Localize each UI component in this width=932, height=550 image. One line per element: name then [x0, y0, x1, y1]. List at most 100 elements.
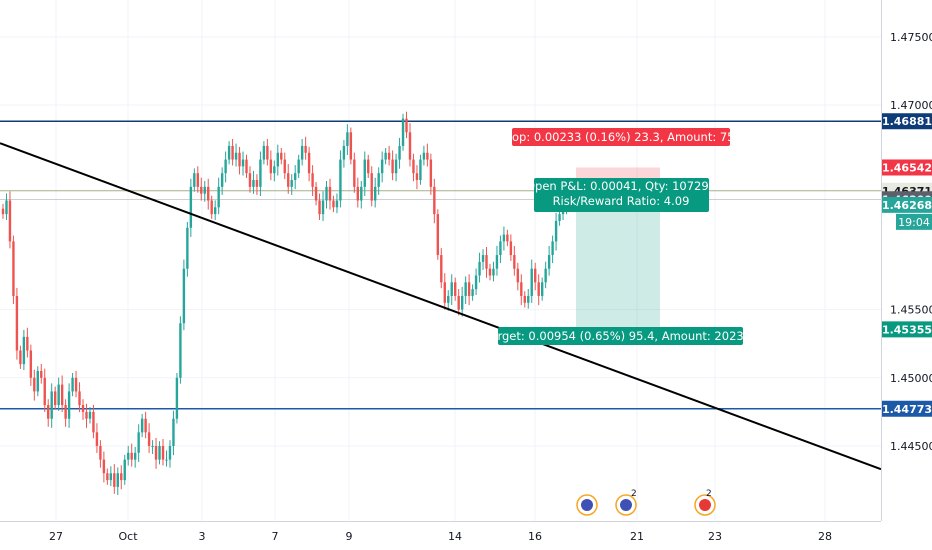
candle	[426, 143, 429, 167]
candle	[471, 284, 474, 301]
candle	[179, 316, 182, 384]
candle	[234, 143, 238, 167]
candle	[287, 164, 290, 194]
candle	[95, 423, 99, 453]
stop-price-label: 1.46542	[882, 161, 932, 174]
candle	[165, 450, 168, 467]
candle	[544, 261, 547, 289]
candle	[113, 464, 116, 494]
x-tick-label: 9	[346, 530, 353, 543]
x-tick-label: 16	[528, 530, 542, 543]
x-tick-label: 21	[630, 530, 644, 543]
x-tick-label: 28	[818, 530, 832, 543]
event-flag-icon[interactable]: 2	[694, 489, 716, 516]
event-flag-icon[interactable]: 2	[615, 489, 637, 516]
candle	[255, 174, 259, 195]
candle	[516, 262, 520, 291]
candle	[387, 145, 391, 166]
candle	[175, 373, 179, 424]
y-tick-label: 1.45500	[890, 304, 932, 317]
candle	[314, 182, 318, 206]
candle	[467, 274, 471, 306]
candle	[252, 170, 255, 194]
countdown-badge	[896, 213, 932, 230]
candle	[394, 153, 398, 182]
candle	[551, 235, 554, 264]
candle	[85, 403, 88, 428]
candle	[457, 289, 460, 316]
candle	[22, 329, 26, 371]
candle	[440, 248, 443, 289]
candle	[300, 138, 304, 166]
event-markers[interactable]: 2 2	[576, 489, 716, 516]
support-label: 1.44773	[882, 403, 932, 416]
candle	[325, 180, 328, 209]
price-axis[interactable]: 1.47500 1.47000 1.45500 1.45000 1.44500 1.468…	[881, 0, 932, 521]
candle	[217, 177, 220, 215]
candle	[349, 127, 353, 165]
candle	[342, 140, 346, 168]
candle	[460, 286, 464, 317]
candle	[391, 150, 394, 181]
candle	[422, 145, 426, 166]
x-tick-label: 7	[272, 530, 279, 543]
candle	[245, 154, 248, 178]
trendline[interactable]	[0, 142, 882, 471]
pnl-label: Open P&L: 0.00041, Qty: 107296	[526, 179, 716, 193]
candle	[53, 386, 57, 410]
candle	[133, 446, 137, 468]
target-label-box	[498, 327, 743, 345]
candle	[318, 193, 321, 220]
candle	[64, 399, 67, 427]
candle	[492, 261, 495, 282]
time-axis[interactable]: 27 Oct 3 7 9 14 16 21 23 28	[0, 521, 881, 544]
candle	[485, 246, 488, 278]
resistance-badge	[882, 113, 932, 130]
candle	[273, 160, 276, 182]
target-label: Target: 0.00954 (0.65%) 95.4, Amount: 20…	[484, 329, 754, 343]
candle	[408, 123, 412, 167]
candle	[67, 383, 71, 428]
candle	[433, 178, 436, 224]
candle	[1, 203, 5, 219]
candle	[161, 439, 165, 466]
candle	[29, 344, 33, 386]
candle	[158, 441, 161, 465]
candle	[367, 154, 370, 178]
candle	[280, 147, 283, 165]
candle	[102, 451, 106, 483]
candle	[99, 440, 102, 468]
profit-zone[interactable]	[576, 199, 660, 330]
candle	[88, 407, 92, 424]
candle	[481, 249, 485, 270]
target-price-badge	[882, 321, 932, 338]
candle	[464, 276, 467, 305]
last-price-badge	[882, 196, 932, 213]
candle	[520, 274, 523, 306]
candle	[415, 165, 419, 190]
position-labels: Stop: 0.00233 (0.16%) 23.3, Amount: 750 …	[484, 128, 755, 345]
candle	[120, 465, 123, 490]
candle	[196, 166, 199, 193]
candle	[527, 289, 530, 309]
resistance-label: 1.46881	[882, 115, 932, 128]
candle	[189, 178, 193, 237]
candle	[60, 375, 64, 413]
event-flag-icon[interactable]	[576, 494, 598, 516]
candle	[238, 146, 241, 175]
candle	[401, 113, 405, 151]
candle	[172, 410, 175, 456]
candle	[182, 259, 186, 331]
candle	[339, 150, 342, 208]
candle	[130, 443, 133, 467]
candle	[412, 153, 415, 182]
candle	[40, 364, 43, 384]
candle	[78, 382, 81, 413]
candle	[419, 154, 422, 185]
candle	[488, 263, 492, 281]
candle	[335, 193, 339, 214]
candle	[360, 180, 363, 209]
candle	[384, 147, 387, 165]
candle	[454, 277, 457, 301]
